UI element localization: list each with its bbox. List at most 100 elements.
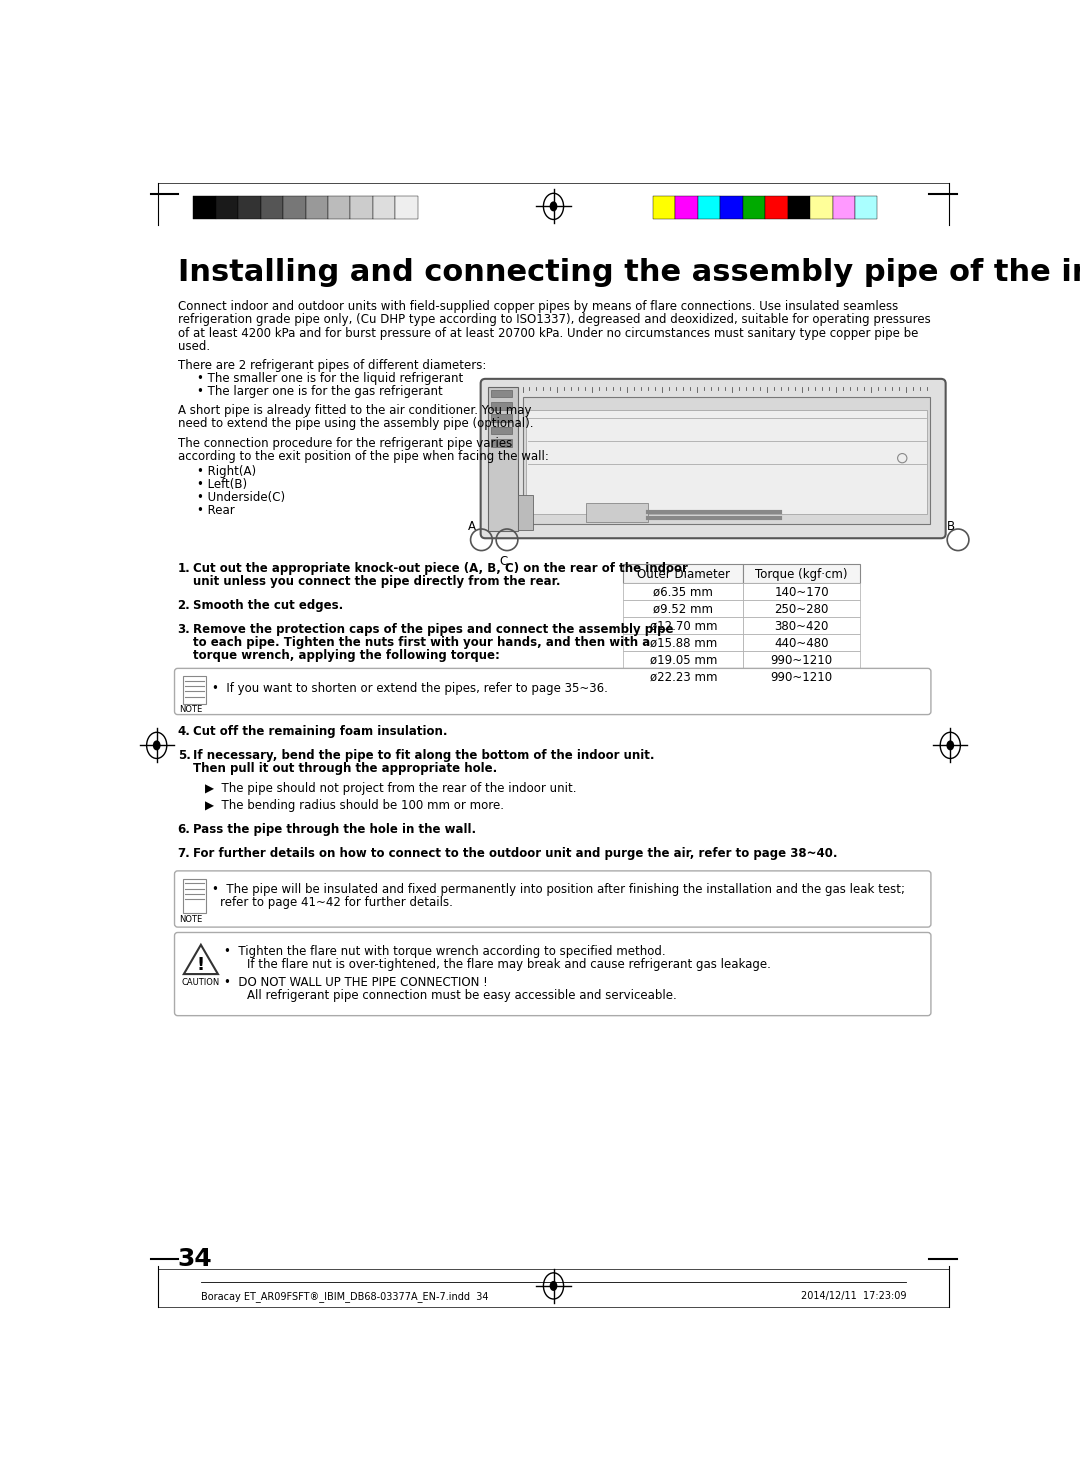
Text: ø9.52 mm: ø9.52 mm (653, 602, 713, 615)
Text: need to extend the pipe using the assembly pipe (optional).: need to extend the pipe using the assemb… (177, 418, 534, 431)
Bar (833, 196, 855, 220)
Text: torque wrench, applying the following torque:: torque wrench, applying the following to… (193, 649, 500, 663)
FancyBboxPatch shape (481, 379, 946, 539)
Bar (765, 196, 787, 220)
Text: 4.: 4. (177, 725, 190, 738)
Bar (623, 633, 743, 651)
Bar (743, 599, 860, 617)
Bar (183, 676, 206, 704)
Text: Installing and connecting the assembly pipe of the indoor unit: Installing and connecting the assembly p… (177, 258, 1080, 286)
Text: refrigeration grade pipe only, (Cu DHP type according to ISO1337), degreased and: refrigeration grade pipe only, (Cu DHP t… (177, 313, 930, 326)
Text: •  The pipe will be insulated and fixed permanently into position after finishin: • The pipe will be insulated and fixed p… (213, 883, 905, 896)
Bar (623, 564, 743, 583)
Bar (586, 503, 648, 523)
Bar (306, 196, 328, 220)
Text: to each pipe. Tighten the nuts first with your hands, and then with a: to each pipe. Tighten the nuts first wit… (193, 636, 650, 649)
Text: •  If you want to shorten or extend the pipes, refer to page 35~36.: • If you want to shorten or extend the p… (213, 682, 608, 695)
Text: Remove the protection caps of the pipes and connect the assembly pipe: Remove the protection caps of the pipes … (193, 623, 674, 636)
Text: If necessary, bend the pipe to fit along the bottom of the indoor unit.: If necessary, bend the pipe to fit along… (193, 750, 654, 762)
Text: 140~170: 140~170 (774, 586, 828, 599)
Polygon shape (184, 945, 218, 974)
Text: • The smaller one is for the liquid refrigerant: • The smaller one is for the liquid refr… (197, 372, 463, 385)
Bar (743, 667, 860, 685)
Text: ø22.23 mm: ø22.23 mm (649, 670, 717, 683)
Bar (517, 494, 534, 530)
Text: All refrigerant pipe connection must be easy accessible and serviceable.: All refrigerant pipe connection must be … (232, 989, 677, 1002)
Bar (328, 196, 350, 220)
Text: 2014/12/11  17:23:09: 2014/12/11 17:23:09 (800, 1292, 906, 1302)
Text: •  Tighten the flare nut with torque wrench according to specified method.: • Tighten the flare nut with torque wren… (225, 945, 665, 958)
Text: unit unless you connect the pipe directly from the rear.: unit unless you connect the pipe directl… (193, 576, 561, 589)
Bar (623, 667, 743, 685)
Text: 990~1210: 990~1210 (770, 654, 833, 667)
Text: B: B (947, 520, 956, 533)
Bar (743, 617, 860, 633)
Text: 7.: 7. (177, 847, 190, 861)
Bar (698, 196, 720, 220)
Bar (350, 196, 373, 220)
Text: Boracay ET_AR09FSFT®_IBIM_DB68-03377A_EN-7.indd  34: Boracay ET_AR09FSFT®_IBIM_DB68-03377A_EN… (201, 1292, 488, 1302)
Bar (675, 196, 698, 220)
FancyBboxPatch shape (175, 669, 931, 714)
Bar (743, 651, 860, 667)
Text: according to the exit position of the pipe when facing the wall:: according to the exit position of the pi… (177, 450, 549, 462)
Text: CAUTION: CAUTION (181, 979, 220, 987)
Text: C: C (499, 555, 508, 568)
Text: 34: 34 (177, 1247, 213, 1271)
Bar (183, 878, 206, 914)
Text: Smooth the cut edges.: Smooth the cut edges. (193, 599, 343, 613)
Bar (623, 651, 743, 667)
Bar (488, 387, 517, 530)
Text: ø12.70 mm: ø12.70 mm (649, 620, 717, 633)
Ellipse shape (153, 741, 161, 750)
Text: Connect indoor and outdoor units with field-supplied copper pipes by means of fl: Connect indoor and outdoor units with fi… (177, 300, 897, 313)
Bar (810, 196, 833, 220)
Text: If the flare nut is over-tightened, the flare may break and cause refrigerant ga: If the flare nut is over-tightened, the … (232, 958, 771, 971)
Text: !: ! (197, 955, 205, 974)
Text: A: A (469, 520, 476, 533)
Bar (490, 427, 512, 434)
Bar (238, 196, 260, 220)
Text: 3.: 3. (177, 623, 190, 636)
Bar (260, 196, 283, 220)
Bar (395, 196, 418, 220)
Text: •  DO NOT WALL UP THE PIPE CONNECTION !: • DO NOT WALL UP THE PIPE CONNECTION ! (225, 976, 488, 989)
Text: NOTE: NOTE (179, 706, 202, 714)
Text: 2.: 2. (177, 599, 190, 613)
Bar (193, 196, 216, 220)
FancyBboxPatch shape (175, 933, 931, 1015)
Bar (526, 410, 927, 514)
Text: ø19.05 mm: ø19.05 mm (650, 654, 717, 667)
Bar (720, 196, 743, 220)
Bar (216, 196, 238, 220)
Bar (490, 401, 512, 410)
Bar (623, 583, 743, 599)
Bar (743, 564, 860, 583)
Text: A short pipe is already fitted to the air conditioner. You may: A short pipe is already fitted to the ai… (177, 404, 531, 418)
Text: 380~420: 380~420 (774, 620, 828, 633)
Bar (490, 415, 512, 422)
Text: There are 2 refrigerant pipes of different diameters:: There are 2 refrigerant pipes of differe… (177, 359, 486, 372)
Bar (652, 196, 675, 220)
Text: 5.: 5. (177, 750, 190, 762)
Bar (373, 196, 395, 220)
Text: Cut out the appropriate knock-out piece (A, B, C) on the rear of the indoor: Cut out the appropriate knock-out piece … (193, 562, 688, 576)
Text: 250~280: 250~280 (774, 602, 828, 615)
Text: Torque (kgf·cm): Torque (kgf·cm) (755, 567, 848, 580)
Bar (743, 196, 765, 220)
Text: Then pull it out through the appropriate hole.: Then pull it out through the appropriate… (193, 762, 498, 775)
Bar (743, 583, 860, 599)
Bar (743, 633, 860, 651)
Text: • Left(B): • Left(B) (197, 478, 247, 492)
Bar (623, 599, 743, 617)
Text: Cut off the remaining foam insulation.: Cut off the remaining foam insulation. (193, 725, 447, 738)
Text: For further details on how to connect to the outdoor unit and purge the air, ref: For further details on how to connect to… (193, 847, 838, 861)
Ellipse shape (946, 741, 954, 750)
Text: ▶  The bending radius should be 100 mm or more.: ▶ The bending radius should be 100 mm or… (205, 800, 503, 812)
Text: • Right(A): • Right(A) (197, 465, 256, 478)
Text: The connection procedure for the refrigerant pipe varies: The connection procedure for the refrige… (177, 437, 512, 450)
Bar (283, 196, 306, 220)
Text: 1.: 1. (177, 562, 190, 576)
Ellipse shape (550, 201, 557, 211)
Bar (855, 196, 877, 220)
